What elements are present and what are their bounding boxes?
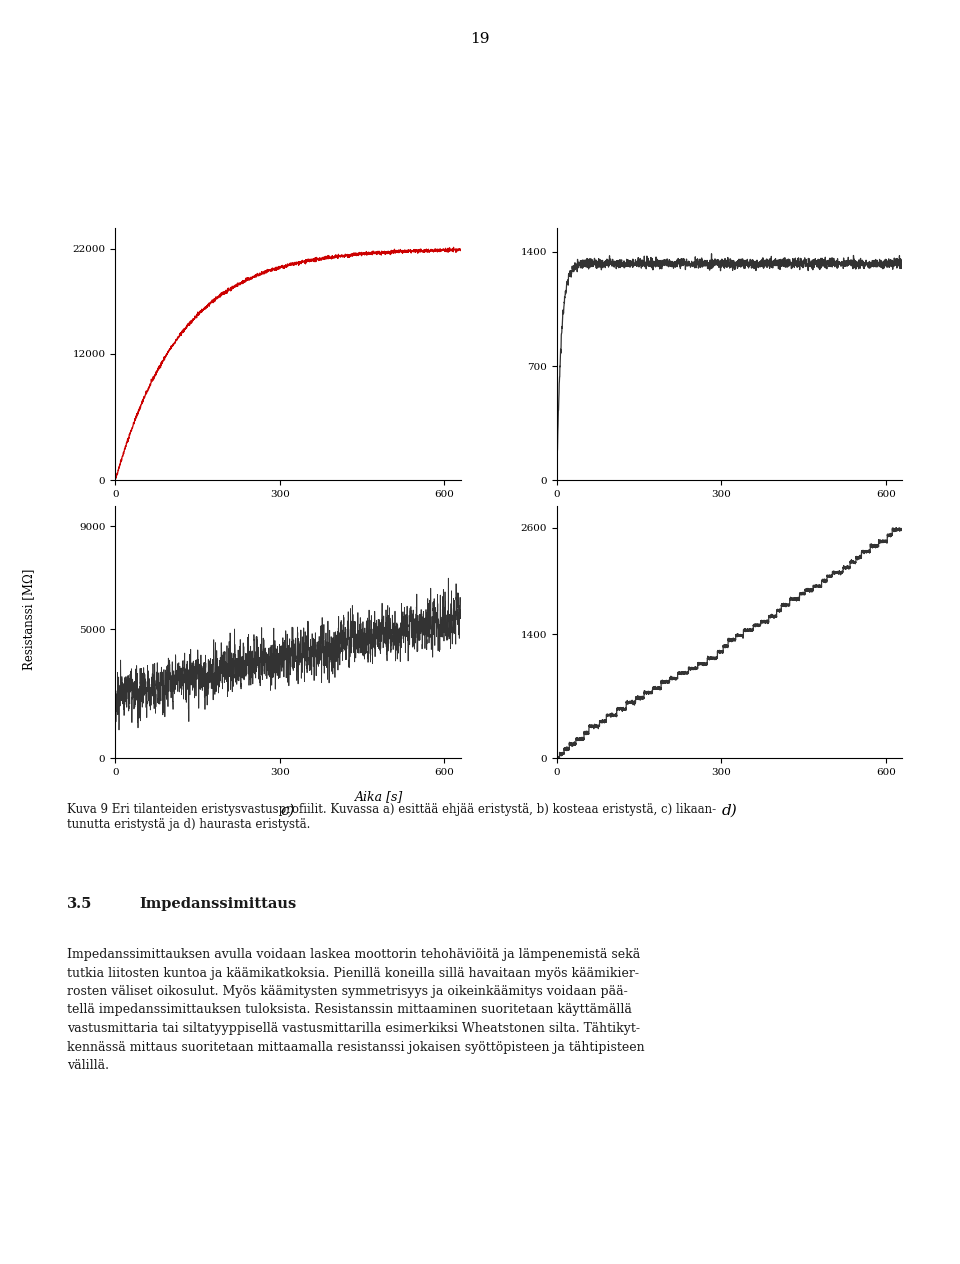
Text: Resistanssi [MΩ]: Resistanssi [MΩ] [22, 569, 36, 670]
Text: Impedanssimittaus: Impedanssimittaus [139, 897, 297, 911]
Text: 3.5: 3.5 [67, 897, 92, 911]
Text: b): b) [722, 526, 737, 540]
Text: Aika [s]: Aika [s] [355, 790, 403, 803]
Text: 19: 19 [470, 32, 490, 46]
Text: Impedanssimittauksen avulla voidaan laskea moottorin tehohäviöitä ja lämpenemist: Impedanssimittauksen avulla voidaan lask… [67, 948, 645, 1072]
Text: c): c) [280, 804, 296, 818]
Text: d): d) [722, 804, 737, 818]
Text: Kuva 9 Eri tilanteiden eristysvastusprofiilit. Kuvassa a) esittää ehjää eristyst: Kuva 9 Eri tilanteiden eristysvastusprof… [67, 803, 716, 830]
Text: a): a) [280, 526, 296, 540]
